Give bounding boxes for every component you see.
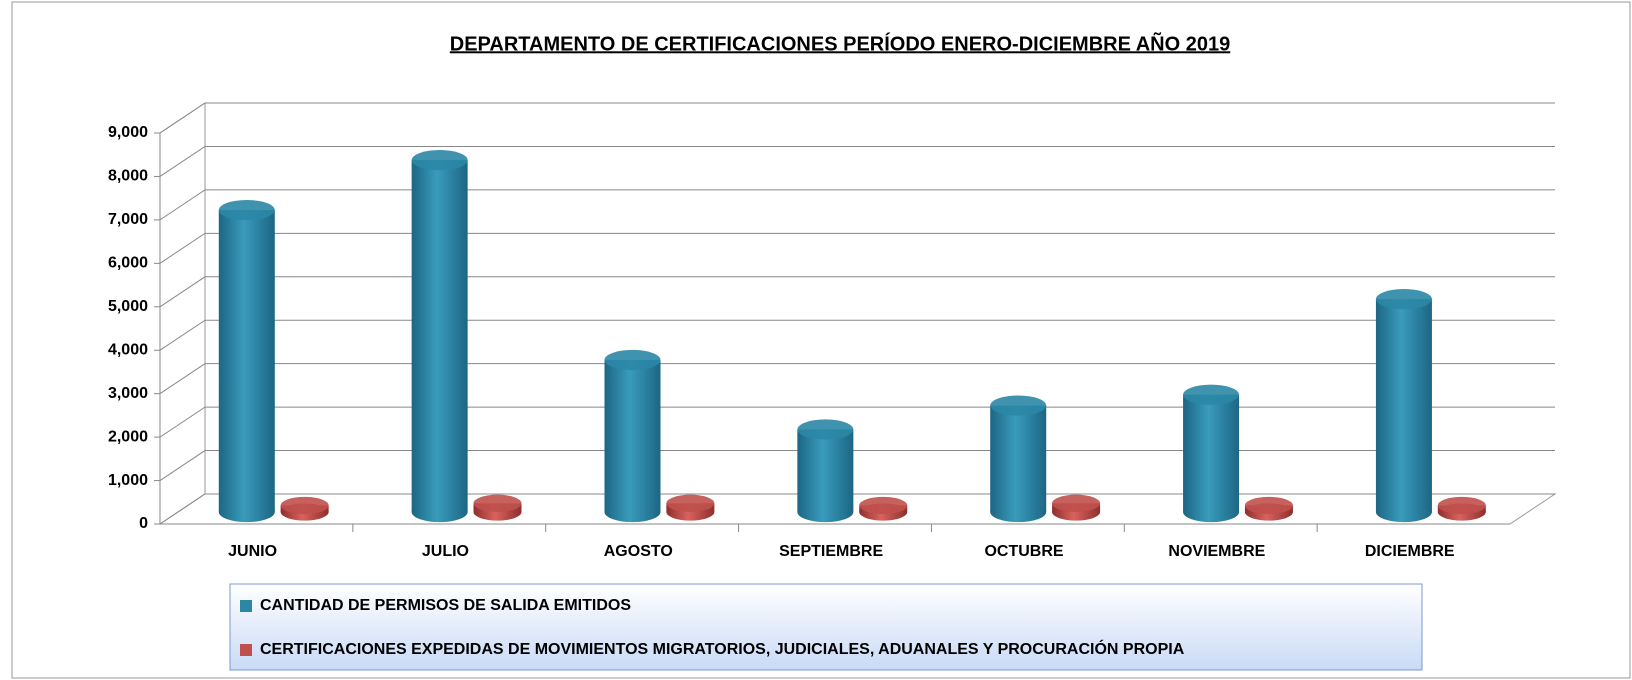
x-tick-label: NOVIEMBRE [1168,543,1265,560]
chart-title: DEPARTAMENTO DE CERTIFICACIONES PERÍODO … [450,32,1230,55]
legend-swatch [240,600,252,612]
grid-line [159,450,1555,481]
bar-top [473,494,522,512]
y-tick-label: 2,000 [108,428,148,445]
bar [411,150,468,523]
x-tick-label: AGOSTO [604,543,673,560]
grid-line [159,363,1555,395]
bar-top [280,496,329,515]
bar-top [1244,496,1293,515]
bar-top [1375,289,1432,310]
grid-line [159,145,1555,177]
bar-top [1052,494,1101,512]
bar-top [1183,384,1240,405]
bar-bottom [990,501,1047,523]
bar-bottom [1375,501,1432,523]
x-tick-label: JULIO [422,543,469,560]
bar [797,419,854,523]
bar-top [859,496,908,515]
grid-line [159,493,1555,525]
bar-body [1183,394,1240,512]
bar-bottom [218,501,275,523]
y-tick-label: 6,000 [108,255,148,272]
grid-line [159,102,1555,134]
grid-line [159,276,1555,308]
legend-label: CERTIFICACIONES EXPEDIDAS DE MOVIMIENTOS… [260,639,1185,658]
x-tick-label: JUNIO [228,543,277,560]
bar-body [604,359,661,512]
y-tick-label: 1,000 [108,472,148,489]
bar [473,494,522,521]
bar [859,496,908,521]
x-tick-label: SEPTIEMBRE [779,543,883,560]
bar-bottom [411,501,468,523]
bar [666,494,715,521]
bar [1437,496,1486,521]
bar-bottom [797,501,854,523]
bar-bottom [604,501,661,523]
bar [280,496,329,521]
bar-top [1437,496,1486,515]
bar-body [411,160,468,512]
bar-bottom [1183,501,1240,523]
bar-body [797,429,854,512]
bar-top [604,349,661,371]
grid-line [159,406,1555,438]
grid-line [159,189,1555,221]
legend: CANTIDAD DE PERMISOS DE SALIDA EMITIDOS C… [229,583,1423,671]
bar-body [990,405,1047,512]
y-tick-label: 9,000 [108,124,148,141]
y-tick-label: 7,000 [108,211,148,228]
x-tick-label: OCTUBRE [984,543,1063,560]
bar-top [218,199,275,221]
y-tick-label: 8,000 [108,168,148,185]
y-tick-label: 5,000 [108,298,148,315]
bar-body [1375,299,1432,512]
bar [990,395,1047,523]
chart-border [11,1,1631,679]
bar-top [411,150,468,171]
bar [218,199,275,523]
back-wall [159,102,206,525]
x-tick-label: DICIEMBRE [1365,543,1455,560]
bar [1375,289,1432,523]
bar [1244,496,1293,521]
bar-top [666,494,715,512]
grid-line [159,232,1555,264]
y-tick-label: 4,000 [108,341,148,358]
bar [1183,384,1240,523]
legend-box [229,583,1423,671]
bar-top [797,419,854,440]
y-tick-label: 3,000 [108,385,148,402]
legend-swatch [240,644,252,656]
grid-line [159,319,1555,351]
y-tick-label: 0 [139,515,148,532]
legend-label: CANTIDAD DE PERMISOS DE SALIDA EMITIDOS [260,597,631,614]
bar [1052,494,1101,521]
bar-top [990,395,1047,416]
floor [158,493,1557,525]
bar [604,349,661,523]
bar-body [218,210,275,513]
